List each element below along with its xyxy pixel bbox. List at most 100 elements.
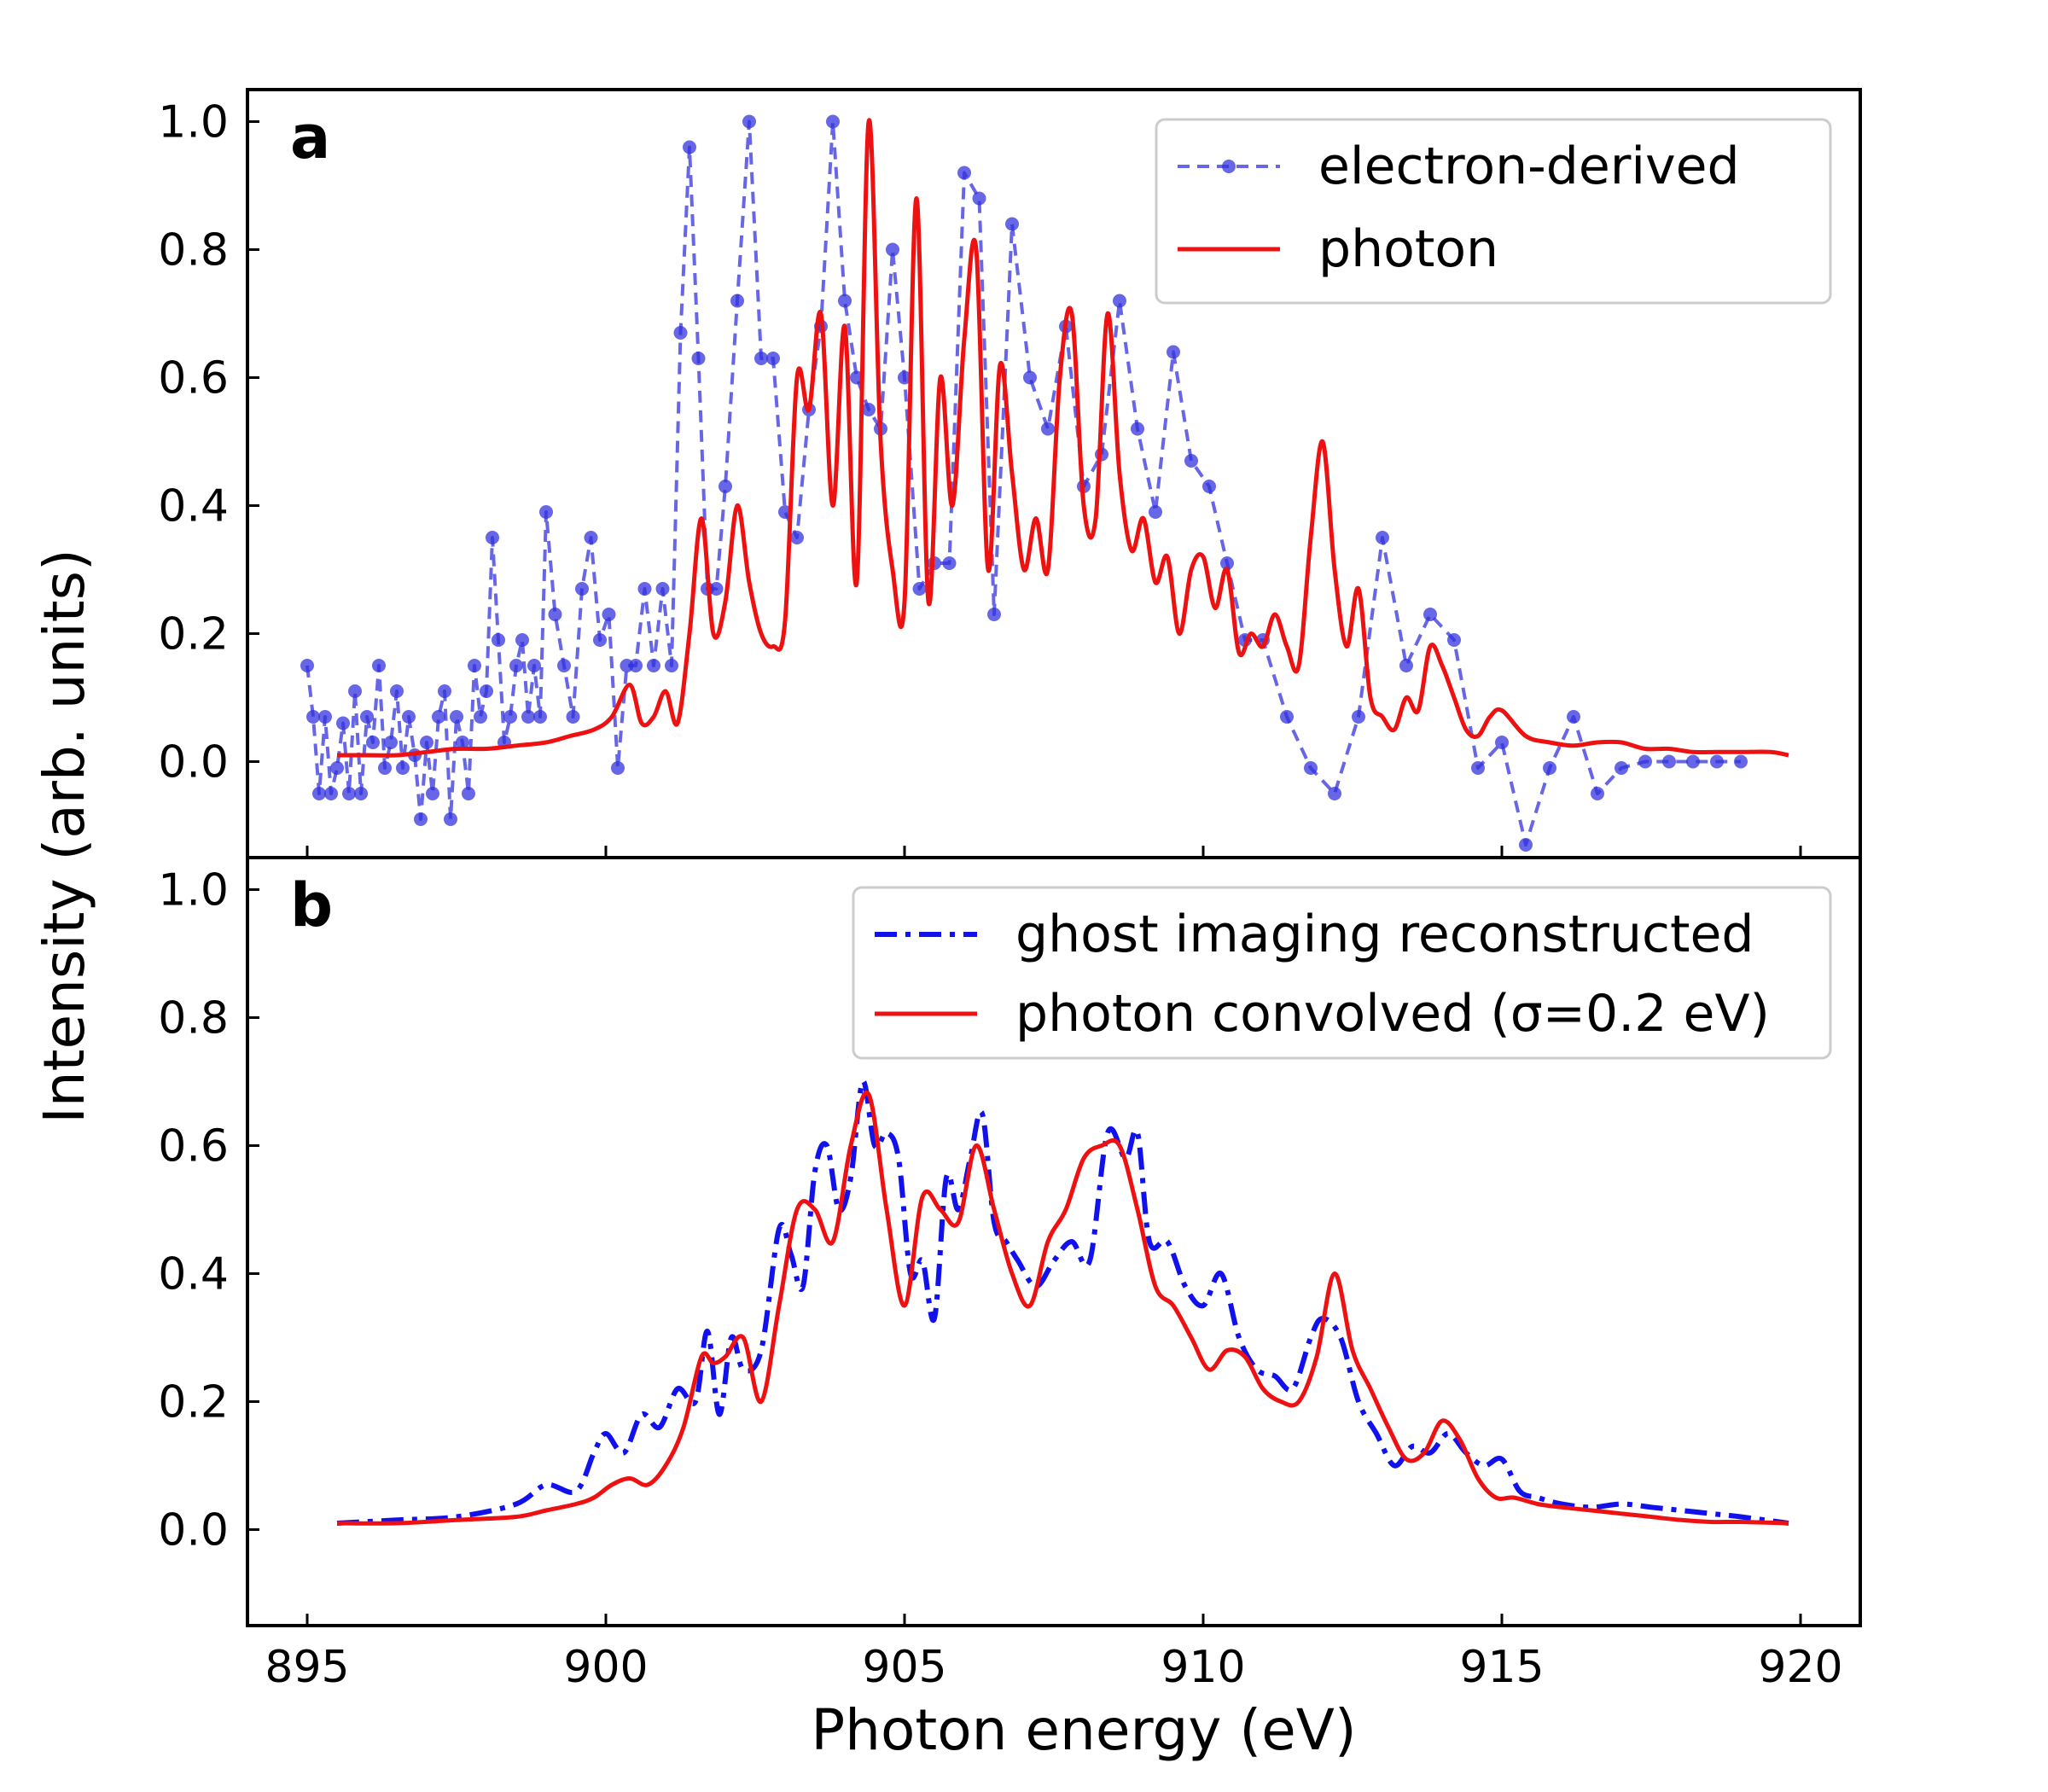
series-point [1662, 754, 1676, 769]
series-point [1023, 370, 1037, 385]
series-point [709, 582, 724, 596]
series-point [1567, 710, 1580, 724]
series-point [957, 166, 971, 180]
series-point [665, 659, 678, 672]
series-point [730, 294, 744, 308]
y-tick-label: 0.8 [158, 225, 229, 276]
series-point [533, 710, 547, 724]
series-point [330, 761, 344, 775]
y-tick-label: 0.6 [158, 1121, 229, 1172]
legend: electron-derived photon [1155, 118, 1832, 305]
series-point [862, 403, 876, 416]
y-tick-label: 0.0 [158, 737, 229, 788]
panels: 0.0 0.2 0.4 0.6 0.8 1.0 a electron-derived photo… [158, 88, 1862, 1693]
y-tick-label: 0.6 [158, 353, 229, 404]
series-point [1423, 608, 1437, 621]
series-point [790, 531, 804, 544]
panel-letter: b [290, 870, 333, 940]
series-point [629, 659, 643, 672]
series-point [593, 633, 607, 647]
y-tick-label: 0.8 [158, 993, 229, 1044]
series-point [742, 114, 756, 129]
series-point [1220, 556, 1234, 570]
series-point [348, 684, 362, 698]
series-point [766, 352, 780, 365]
y-tick-label: 1.0 [158, 865, 229, 916]
series-point [521, 710, 535, 724]
series-point [336, 716, 350, 730]
series-point [548, 608, 562, 621]
series-point [438, 684, 451, 698]
y-tick-label: 0.2 [158, 1377, 229, 1428]
legend-box [852, 886, 1832, 1060]
series-point [384, 736, 398, 749]
series-point [396, 761, 410, 775]
series-point [1131, 422, 1144, 436]
series-point [300, 659, 314, 672]
series-point [1638, 754, 1652, 769]
series-point [637, 582, 652, 596]
legend: ghost imaging reconstructed photon convol… [852, 886, 1832, 1060]
series-point [691, 352, 706, 365]
series-point [886, 242, 899, 257]
y-tick-label: 0.4 [158, 1249, 229, 1300]
series-point [1447, 633, 1461, 647]
series-point [1399, 659, 1413, 672]
series-point [1734, 754, 1748, 769]
series-point [456, 736, 469, 749]
series-point [468, 659, 481, 672]
series-point [402, 710, 416, 724]
series-point [1005, 217, 1019, 231]
series-point [503, 710, 517, 724]
x-tick-label: 895 [265, 1642, 349, 1693]
y-tick-label: 1.0 [158, 97, 229, 148]
series-point [1149, 505, 1162, 519]
series-point [515, 633, 529, 647]
y-tick-label: 0.0 [158, 1505, 229, 1556]
series-point [584, 531, 598, 544]
series-point [754, 352, 768, 365]
series-point [444, 812, 457, 826]
panel-a: 0.0 0.2 0.4 0.6 0.8 1.0 a electron-derived photo… [158, 88, 1862, 859]
series-point [372, 659, 386, 672]
series-point [602, 608, 616, 621]
series-point [557, 659, 571, 672]
series-point [987, 608, 1001, 621]
series-point [972, 191, 986, 206]
series-point [426, 787, 439, 800]
x-tick-label: 915 [1459, 1642, 1544, 1693]
series-point [1328, 787, 1341, 800]
series-point [450, 710, 463, 724]
series-point [312, 787, 326, 800]
series-point [1495, 736, 1509, 749]
series-point [1591, 787, 1604, 800]
legend-label-2: photon convolved (σ=0.2 eV) [1015, 984, 1770, 1044]
series-point [1184, 454, 1198, 468]
plot-area [336, 1079, 1789, 1526]
series-line-2 [336, 1090, 1789, 1526]
series-point [611, 761, 625, 775]
legend-marker [1222, 160, 1236, 173]
series-point [1471, 761, 1485, 775]
series-point [1376, 531, 1389, 544]
legend-label-2: photon [1318, 219, 1498, 279]
series-point [838, 294, 852, 308]
series-point [575, 582, 589, 596]
series-point [1710, 754, 1724, 769]
series-point [1519, 838, 1533, 852]
x-tick-label: 900 [563, 1642, 648, 1693]
series-point [342, 787, 356, 800]
series-point [942, 556, 957, 570]
y-tick-label: 0.4 [158, 481, 229, 532]
series-point [719, 480, 732, 493]
series-point [683, 140, 696, 154]
series-point [492, 633, 505, 647]
y-tick-label: 0.2 [158, 609, 229, 660]
plot-area [300, 114, 1789, 852]
series-point [462, 787, 475, 800]
series-point [1615, 761, 1628, 775]
series-point [1304, 761, 1318, 775]
y-axis-title: Intensity (arb. units) [32, 549, 97, 1123]
series-point [1686, 754, 1700, 769]
